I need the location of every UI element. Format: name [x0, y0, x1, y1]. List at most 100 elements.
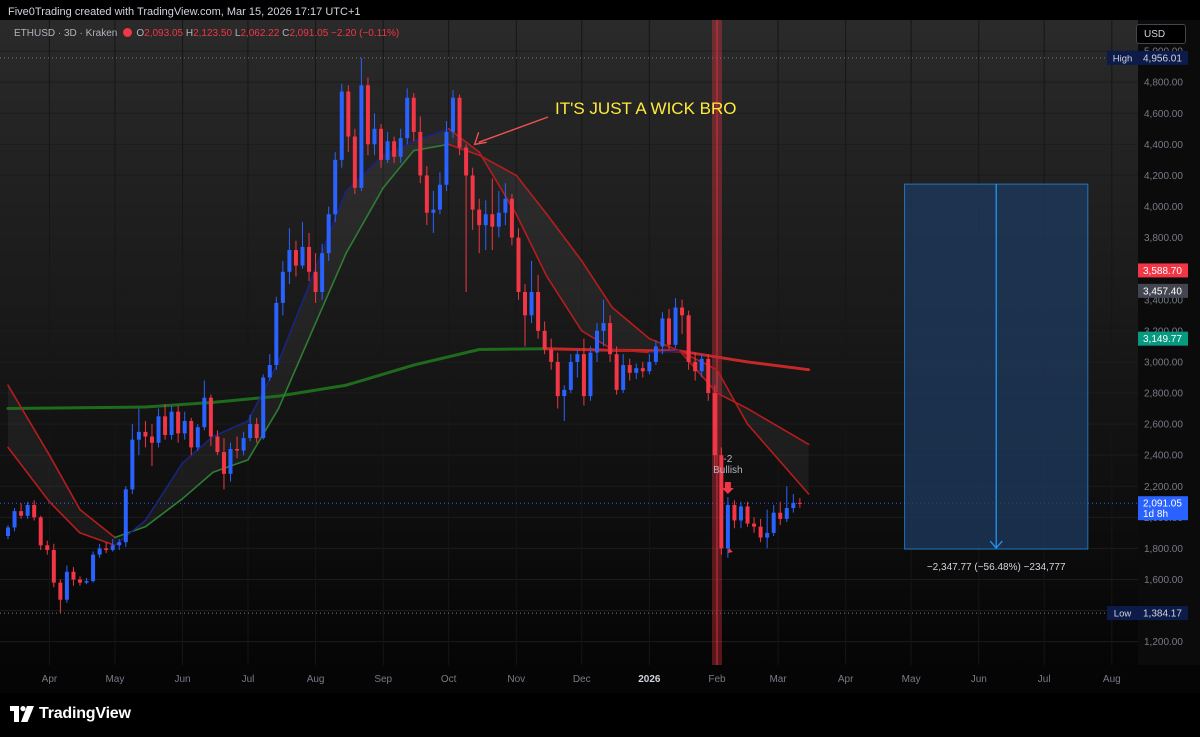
y-tick-label: 4,800.00: [1144, 78, 1183, 89]
candle-body: [208, 397, 213, 437]
ma-fast-segment: [716, 368, 749, 425]
x-tick-label: Apr: [838, 674, 854, 685]
y-tick-label: 3,800.00: [1144, 233, 1183, 244]
x-tick-label: Jun: [174, 674, 190, 685]
ohlc-change: −2.20 (−0.11%): [331, 28, 400, 39]
ma-slow-segment: [477, 347, 549, 351]
price-label-box: [1138, 263, 1188, 278]
candle-body: [562, 389, 567, 397]
candle-body: [169, 411, 174, 435]
ma-fast-segment: [144, 462, 184, 522]
signal-count: -2: [723, 454, 732, 465]
x-tick-label: Jun: [971, 674, 987, 685]
x-tick-label: Oct: [441, 674, 457, 685]
ma-mid-segment: [716, 392, 749, 410]
price-label-value: 3,457.40: [1143, 286, 1182, 297]
candle-body: [725, 504, 730, 549]
candle-body: [555, 361, 560, 397]
candle-body: [274, 302, 279, 366]
candle-body: [496, 212, 501, 227]
measure-arrow-head: [989, 540, 1003, 550]
x-tick-label: Sep: [374, 674, 392, 685]
candle-body: [346, 91, 351, 137]
candle-body: [91, 554, 96, 582]
candle-body: [680, 307, 685, 316]
ma-mid-segment: [181, 471, 214, 500]
y-tick-label: 2,400.00: [1144, 451, 1183, 462]
ma-fast-segment: [277, 267, 317, 363]
candle-body: [516, 237, 521, 292]
price-label-box: [1138, 496, 1188, 521]
candle-body: [97, 548, 102, 555]
measure-label: −2,347.77 (−56.48%) −234,777: [927, 562, 1066, 573]
candle-body: [424, 175, 429, 213]
ohlc-high-label: H: [185, 28, 194, 39]
candle-body: [666, 318, 671, 345]
candle-body: [673, 307, 678, 345]
candle-body: [477, 209, 482, 226]
candle-body: [758, 526, 763, 538]
candle-body: [77, 579, 82, 583]
candle-body: [156, 416, 161, 443]
candle-body: [431, 209, 436, 213]
ma-mid-segment: [611, 306, 651, 340]
candle-body: [136, 431, 141, 440]
candle-body: [614, 354, 619, 390]
candle-body: [365, 85, 370, 145]
candle-body: [647, 361, 652, 372]
tradingview-logo-icon: [10, 706, 34, 722]
candle-body: [483, 214, 488, 226]
candle-body: [38, 517, 43, 546]
candle-body: [601, 323, 606, 331]
candle-body: [536, 291, 541, 331]
price-label-value: 3,588.70: [1143, 266, 1182, 277]
ma-mid-segment: [515, 174, 548, 216]
currency-selector[interactable]: USD: [1136, 24, 1186, 44]
candle-body: [267, 365, 272, 378]
candle-body: [202, 397, 207, 428]
candle-body: [320, 253, 325, 292]
candle-body: [719, 455, 724, 549]
x-tick-label: Apr: [42, 674, 58, 685]
candle-body: [300, 246, 305, 266]
candle-body: [280, 271, 285, 303]
time-axis-background[interactable]: [0, 665, 1200, 693]
price-label-name: High: [1113, 53, 1133, 64]
ma-fast-segment: [447, 127, 480, 153]
measure-tool[interactable]: −2,347.77 (−56.48%) −234,777: [904, 183, 1089, 573]
candle-body: [372, 128, 377, 145]
moving-average-layer: [6, 127, 811, 547]
y-tick-label: 3,000.00: [1144, 357, 1183, 368]
candle-body: [117, 542, 122, 546]
candle-body: [71, 571, 76, 580]
candle-body: [143, 431, 148, 437]
ma-mid-segment: [546, 213, 583, 262]
candle-body: [523, 291, 528, 316]
ma-mid-segment: [277, 322, 317, 410]
candle-body: [241, 438, 246, 451]
ma-mid-segment: [79, 508, 116, 539]
candle-body: [640, 368, 645, 372]
y-tick-label: 1,200.00: [1144, 637, 1183, 648]
symbol-legend[interactable]: ETHUSD · 3D · Kraken O2,093.05 H2,123.50 …: [14, 28, 399, 39]
ma-slow-segment: [143, 400, 215, 409]
candle-body: [352, 136, 357, 188]
ohlc-open: 2,093.05: [144, 28, 184, 39]
ma-mid-segment: [48, 454, 81, 511]
candle-body: [509, 198, 514, 238]
highlight-layer: [711, 20, 722, 665]
y-tick-label: 4,400.00: [1144, 140, 1183, 151]
chart-credit: Five0Trading created with TradingView.co…: [8, 6, 361, 18]
ma-slow-segment: [678, 349, 750, 364]
x-tick-label: Jul: [1038, 674, 1051, 685]
ohlc-close: 2,091.05: [289, 28, 329, 39]
candle-body: [568, 361, 573, 390]
ohlc-high: 2,123.50: [193, 28, 233, 39]
ma-mid-segment: [144, 497, 184, 528]
candle-body: [235, 448, 240, 451]
candle-body: [457, 97, 462, 148]
candle-body: [778, 512, 783, 519]
candle-body: [221, 452, 226, 474]
